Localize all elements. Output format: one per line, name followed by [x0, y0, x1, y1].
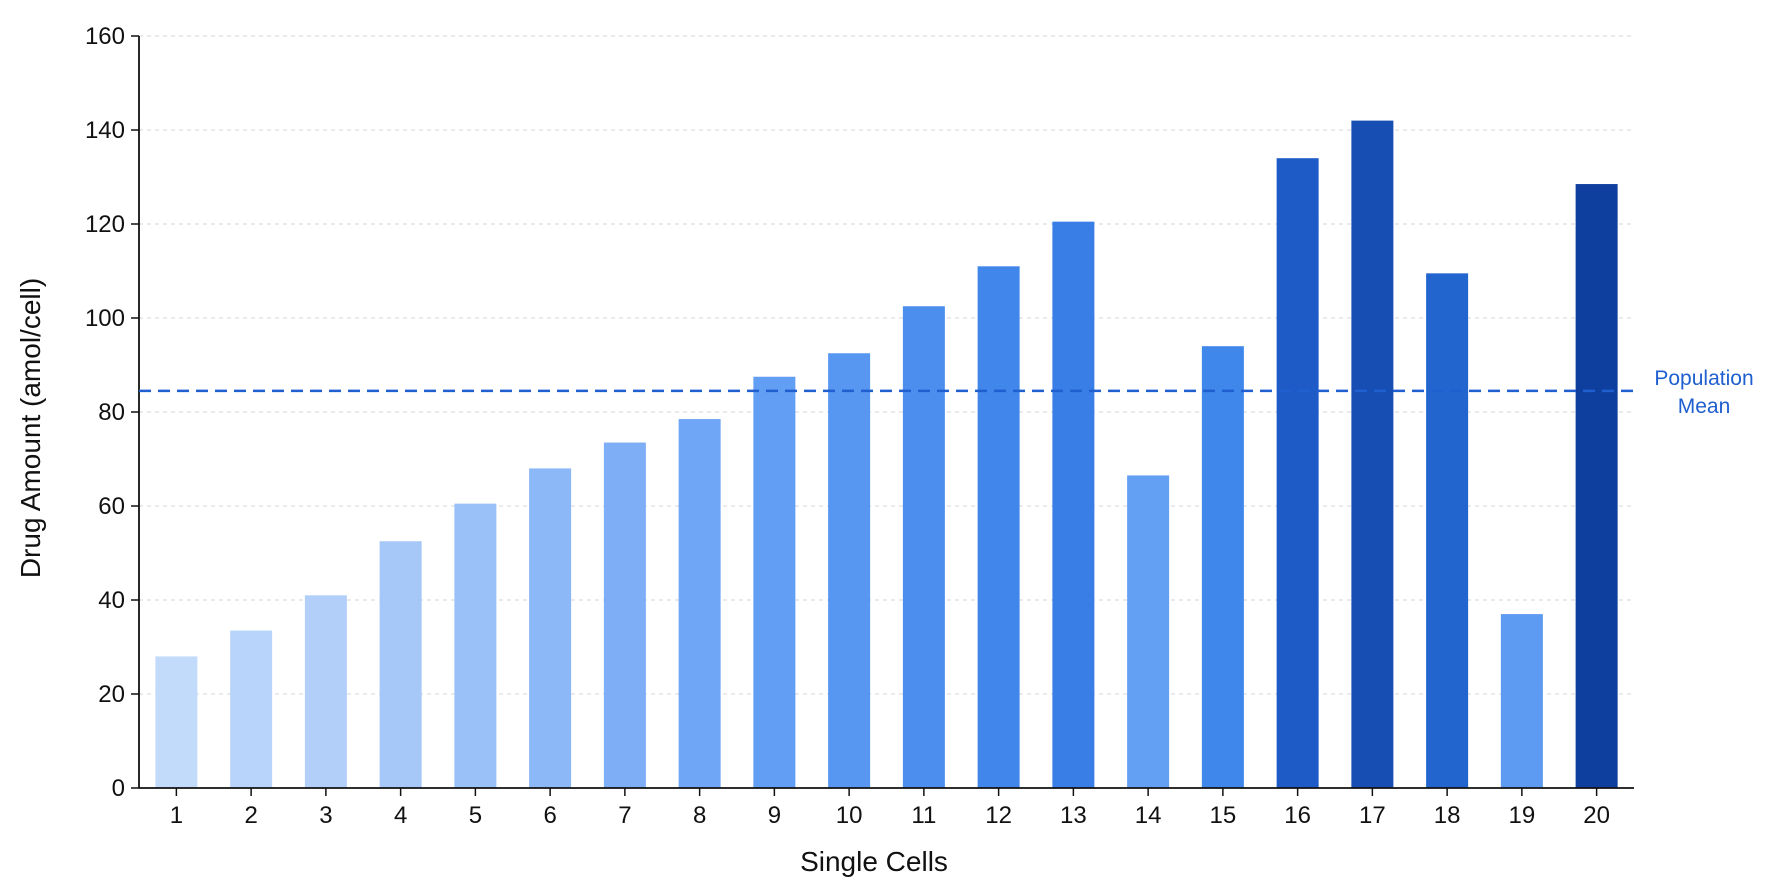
- x-tick-label-18: 18: [1434, 802, 1461, 829]
- bar-18: [1426, 273, 1469, 789]
- bar-1: [155, 656, 198, 788]
- x-tick-label-5: 5: [469, 802, 482, 829]
- bar-4: [379, 541, 422, 788]
- y-tick-label-1: 20: [98, 681, 125, 708]
- x-tick-label-8: 8: [693, 802, 706, 829]
- bar-6: [529, 468, 572, 788]
- x-tick-label-12: 12: [985, 802, 1012, 829]
- bar-8: [678, 419, 721, 788]
- bar-9: [753, 376, 796, 788]
- x-tick-label-11: 11: [911, 802, 936, 829]
- x-tick-label-10: 10: [836, 802, 863, 829]
- bar-14: [1127, 475, 1170, 788]
- y-tick-label-2: 40: [98, 587, 125, 614]
- bar-12: [977, 266, 1020, 788]
- population-mean-label-0: Population: [1654, 367, 1753, 390]
- x-tick-label-7: 7: [618, 802, 631, 829]
- bar-20: [1575, 184, 1618, 789]
- bar-19: [1500, 614, 1543, 788]
- x-tick-label-16: 16: [1284, 802, 1311, 829]
- bar-13: [1052, 221, 1095, 788]
- x-tick-label-9: 9: [768, 802, 781, 829]
- x-tick-label-1: 1: [170, 802, 183, 829]
- x-axis-ticks: 1 2 3 4 5 6 7 8 9 10 11 12 13 14 15 16 17 18 19 20: [170, 788, 1610, 829]
- bars: [155, 120, 1618, 789]
- y-tick-label-3: 60: [98, 493, 125, 520]
- bar-17: [1351, 120, 1394, 789]
- x-tick-label-3: 3: [319, 802, 332, 829]
- bar-2: [230, 630, 273, 788]
- y-tick-label-6: 120: [85, 211, 125, 238]
- x-tick-label-6: 6: [543, 802, 556, 829]
- bar-16: [1276, 158, 1319, 788]
- bar-11: [902, 306, 945, 788]
- population-mean-line-group: Population Mean: [139, 367, 1754, 418]
- y-tick-label-4: 80: [98, 399, 125, 426]
- y-tick-label-7: 140: [85, 117, 125, 144]
- y-axis-ticks: 0 20 40 60 80 100 120 140 160: [85, 23, 139, 802]
- bar-7: [603, 442, 646, 788]
- x-tick-label-17: 17: [1359, 802, 1386, 829]
- x-tick-label-13: 13: [1060, 802, 1087, 829]
- bar-5: [454, 503, 497, 788]
- x-tick-label-4: 4: [394, 802, 407, 829]
- y-axis-label: Drug Amount (amol/cell): [15, 278, 46, 578]
- x-axis-label: Single Cells: [800, 846, 948, 877]
- x-tick-label-15: 15: [1210, 802, 1237, 829]
- x-tick-label-19: 19: [1509, 802, 1536, 829]
- y-tick-label-5: 100: [85, 305, 125, 332]
- y-tick-label-8: 160: [85, 23, 125, 50]
- grid-lines: [139, 35, 1634, 695]
- x-tick-label-2: 2: [244, 802, 257, 829]
- population-mean-label-1: Mean: [1678, 395, 1731, 418]
- x-tick-label-14: 14: [1135, 802, 1162, 829]
- bar-10: [828, 353, 871, 788]
- x-tick-label-20: 20: [1583, 802, 1610, 829]
- y-tick-label-0: 0: [112, 775, 125, 802]
- bar-15: [1201, 346, 1244, 788]
- bar-3: [304, 595, 347, 788]
